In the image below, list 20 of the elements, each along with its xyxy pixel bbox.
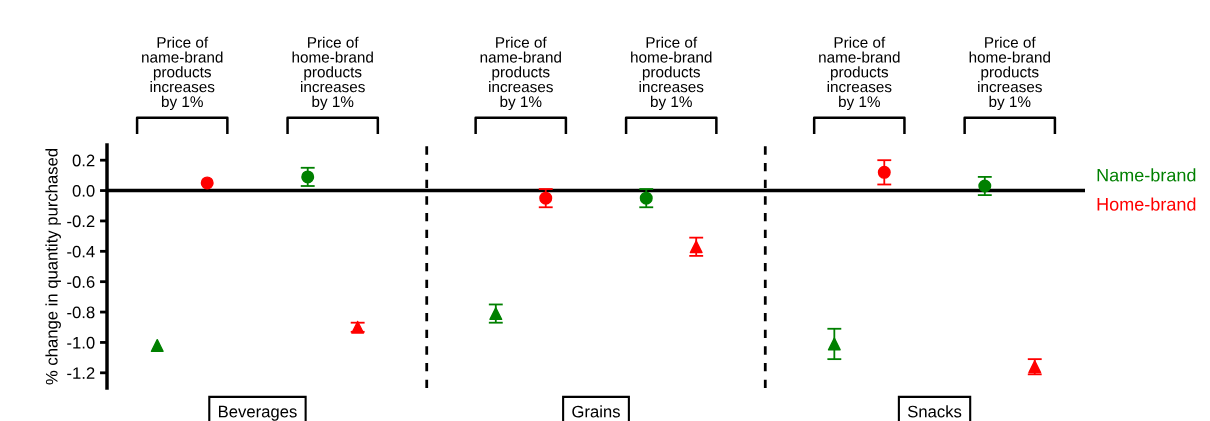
text: Name-brand	[1097, 168, 1196, 182]
x-tick-label: Price of home-brand products increases by 1%	[292, 36, 373, 111]
text: Beverages	[218, 405, 297, 421]
y-tick-label: -0.2	[67, 215, 95, 228]
y-axis-title: % change in quantity purchased	[45, 148, 61, 385]
y-tick-label: -0.4	[67, 245, 95, 258]
y-tick-label: -0.8	[67, 306, 95, 319]
text: Grains	[572, 405, 620, 418]
y-tick-label: 0.2	[72, 154, 95, 167]
text: Home-brand	[1097, 197, 1196, 211]
y-tick-label: 0.0	[72, 184, 95, 197]
x-tick-label: Price of home-brand products increases by 1%	[631, 36, 712, 111]
y-tick-label: -0.6	[67, 276, 95, 288]
x-tick-label: Price of name-brand products increases by 1%	[142, 36, 223, 111]
x-tick-label: Price of home-brand products increases by 1%	[969, 36, 1050, 111]
y-tick-label: -1.2	[67, 367, 95, 379]
y-tick-label: -1.0	[67, 336, 95, 349]
x-tick-label: Price of name-brand products increases by 1%	[480, 36, 561, 111]
text: Snacks	[907, 405, 962, 418]
x-tick-label: Price of name-brand products increases by 1%	[819, 36, 900, 111]
